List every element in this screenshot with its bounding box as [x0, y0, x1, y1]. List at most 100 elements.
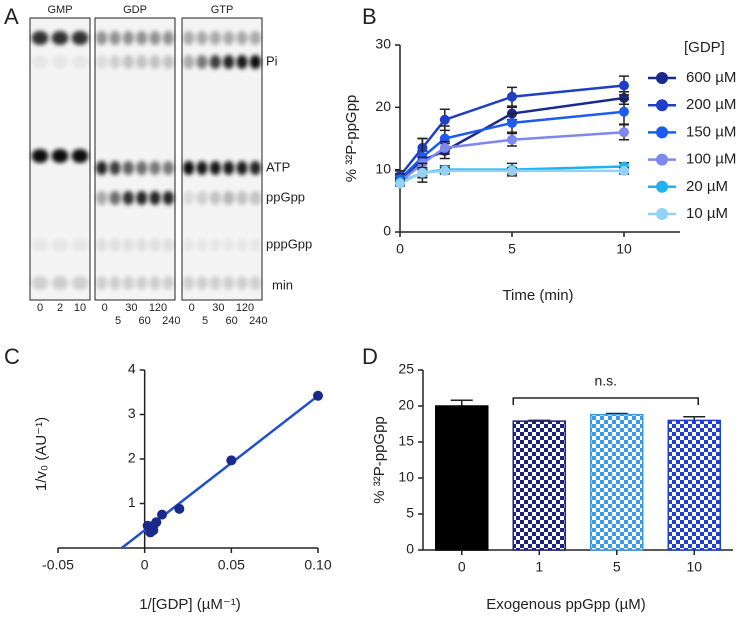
- legend-marker: [656, 99, 668, 112]
- gel-band: [196, 31, 208, 45]
- gel-band: [96, 191, 108, 205]
- y-tick-label: 5: [406, 505, 414, 521]
- gel-group-title: GMP: [47, 4, 72, 16]
- gel-time-unit: min: [272, 277, 293, 292]
- gel-time-label: 2: [57, 302, 63, 314]
- error-bar: [450, 399, 473, 406]
- gel-band: [71, 149, 89, 163]
- legend-marker: [656, 180, 668, 193]
- y-tick-label: 30: [375, 36, 391, 52]
- data-point: [157, 509, 167, 520]
- gel-band: [183, 276, 195, 290]
- panel-label: D: [362, 344, 378, 369]
- gel-time-label: 5: [115, 315, 121, 327]
- y-tick-label: 0: [406, 541, 414, 557]
- gel-band: [109, 276, 121, 290]
- gel-band: [109, 55, 121, 69]
- data-point: [439, 142, 450, 153]
- gel-band: [51, 238, 69, 252]
- x-tick-label: 0: [141, 557, 149, 573]
- x-tick-label: 0.05: [218, 557, 245, 573]
- gel-band: [122, 238, 134, 252]
- y-tick-label: 2: [128, 450, 136, 466]
- gel-band: [209, 31, 221, 45]
- y-tick-label: 20: [398, 397, 414, 413]
- data-point: [507, 91, 517, 102]
- gel-time-label: 60: [226, 315, 238, 327]
- gel-band: [51, 149, 69, 163]
- gel-band-label: pppGpp: [266, 236, 312, 251]
- gel-band-label: ppGpp: [266, 189, 305, 204]
- gel-band: [183, 191, 195, 205]
- gel-band: [209, 191, 221, 205]
- bar: [512, 420, 566, 551]
- gel-band: [162, 31, 174, 45]
- gel-band: [31, 238, 49, 252]
- gel-band: [162, 191, 174, 205]
- gel-band: [223, 161, 235, 175]
- gel-band: [51, 31, 69, 45]
- gel-band: [183, 238, 195, 252]
- gel-band: [249, 276, 261, 290]
- gel-band: [71, 31, 89, 45]
- gel-band: [249, 238, 261, 252]
- gel-band: [136, 276, 148, 290]
- gel-time-label: 240: [249, 315, 267, 327]
- gel-band: [136, 31, 148, 45]
- gel-band: [249, 31, 261, 45]
- data-point: [417, 167, 428, 178]
- x-axis-label: 1/[GDP] (µM⁻¹): [139, 596, 241, 613]
- legend-label: 100 µM: [686, 151, 736, 168]
- panel-label: A: [4, 4, 19, 29]
- gel-band: [109, 31, 121, 45]
- gel-time-label: 5: [202, 315, 208, 327]
- legend-label: 20 µM: [686, 178, 728, 195]
- gel-band-label: ATP: [266, 159, 290, 174]
- legend-marker: [656, 72, 668, 84]
- gel-band: [149, 55, 161, 69]
- gel-band: [223, 55, 235, 69]
- gel-band: [196, 191, 208, 205]
- gel-time-label: 240: [162, 315, 180, 327]
- gel-band: [236, 55, 248, 69]
- gel-band: [31, 55, 49, 69]
- gel-band: [96, 161, 108, 175]
- gel-band: [149, 161, 161, 175]
- gel-band: [209, 238, 221, 252]
- bracket: [512, 397, 699, 405]
- panel-label: B: [362, 4, 377, 29]
- gel-band: [136, 161, 148, 175]
- x-tick-label: 5: [508, 241, 516, 257]
- data-point: [174, 503, 185, 514]
- gel-band: [236, 238, 248, 252]
- gel-time-label: 10: [74, 302, 86, 314]
- gel-time-label: 0: [189, 302, 195, 314]
- legend-title: [GDP]: [684, 39, 725, 56]
- data-point: [619, 127, 629, 138]
- gel-band-label: Pi: [266, 53, 278, 68]
- y-tick-label: 4: [128, 361, 136, 377]
- y-axis-label: 1/v₀ (AU⁻¹): [33, 417, 50, 491]
- gel-band: [51, 55, 69, 69]
- data-point: [507, 165, 517, 176]
- gel-band: [122, 191, 134, 205]
- data-point: [619, 106, 629, 117]
- y-tick-label: 15: [398, 433, 414, 449]
- gel-group-title: GTP: [211, 4, 234, 16]
- gel-band: [136, 55, 148, 69]
- gel-band: [183, 161, 195, 175]
- gel-band: [31, 149, 49, 163]
- gel-band: [136, 191, 148, 205]
- y-tick-label: 1: [128, 494, 136, 510]
- gel-band: [96, 276, 108, 290]
- gel-band: [223, 238, 235, 252]
- gel-band: [122, 31, 134, 45]
- legend-label: 200 µM: [686, 96, 736, 113]
- gel-band: [236, 161, 248, 175]
- gel-band: [122, 276, 134, 290]
- gel-band: [109, 161, 121, 175]
- data-point: [313, 390, 323, 401]
- gel-band: [149, 31, 161, 45]
- data-point: [226, 455, 237, 466]
- gel-band: [149, 191, 161, 205]
